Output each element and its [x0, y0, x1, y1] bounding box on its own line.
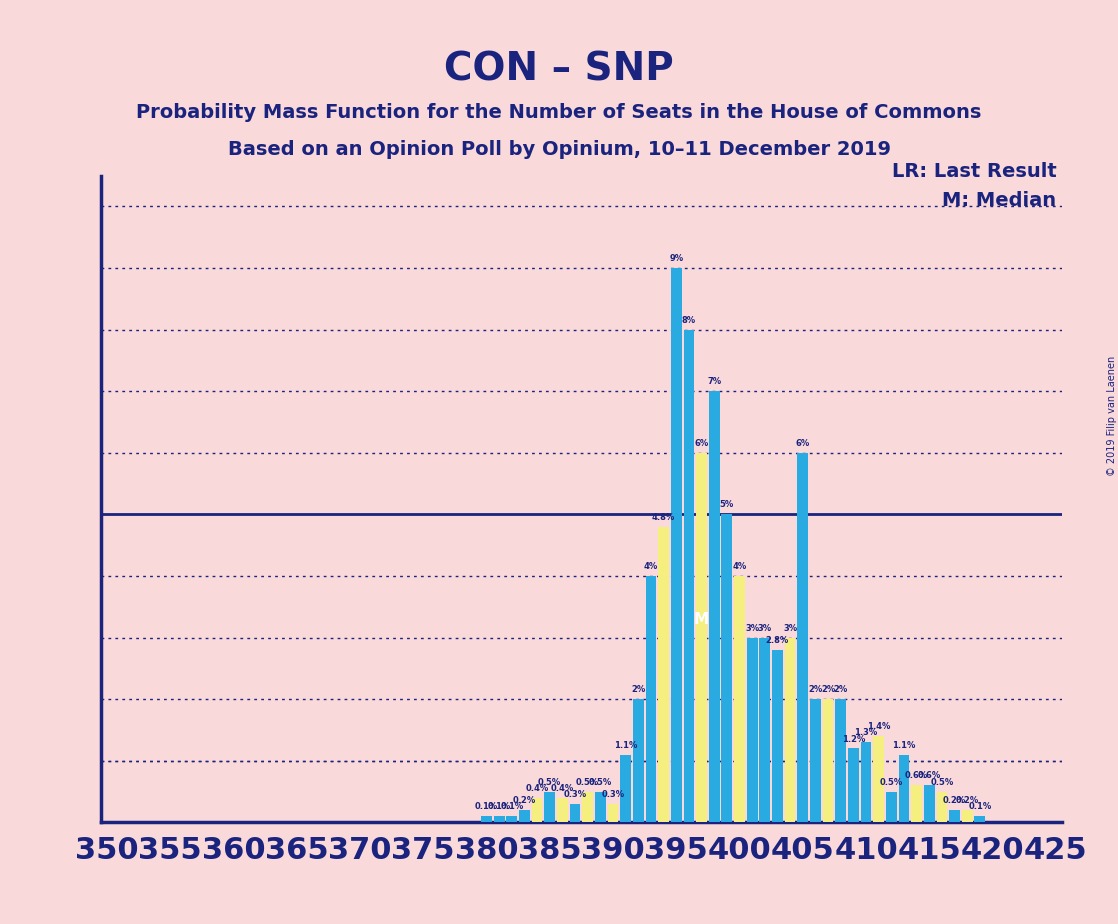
Text: 0.4%: 0.4% [525, 784, 549, 793]
Bar [595, 792, 606, 822]
Bar [747, 638, 758, 822]
Bar [544, 792, 556, 822]
Text: LR: Last Result: LR: Last Result [892, 162, 1057, 181]
Text: 0.4%: 0.4% [551, 784, 574, 793]
Text: 5%: 5% [720, 501, 735, 509]
Text: 0.3%: 0.3% [563, 790, 587, 799]
Bar [709, 391, 720, 822]
Text: 0.1%: 0.1% [968, 802, 992, 811]
Bar [823, 699, 833, 822]
Text: © 2019 Filip van Laenen: © 2019 Filip van Laenen [1108, 356, 1117, 476]
Bar [885, 792, 897, 822]
Text: 1.1%: 1.1% [892, 741, 916, 749]
Text: 3%: 3% [758, 624, 771, 633]
Bar [949, 810, 960, 822]
Text: 1.1%: 1.1% [614, 741, 637, 749]
Bar [481, 816, 492, 822]
Text: M: M [694, 612, 709, 626]
Bar [582, 792, 593, 822]
Text: 2%: 2% [834, 686, 847, 694]
Text: 7%: 7% [707, 377, 721, 386]
Bar [519, 810, 530, 822]
Text: 0.2%: 0.2% [942, 796, 966, 805]
Text: 6%: 6% [694, 439, 709, 448]
Text: Based on an Opinion Poll by Opinium, 10–11 December 2019: Based on an Opinion Poll by Opinium, 10–… [227, 140, 891, 160]
Bar [721, 515, 732, 822]
Bar [873, 736, 884, 822]
Bar [759, 638, 770, 822]
Bar [975, 816, 985, 822]
Text: 0.5%: 0.5% [538, 778, 561, 786]
Text: 0.6%: 0.6% [904, 772, 928, 781]
Bar [735, 576, 745, 822]
Text: 6%: 6% [796, 439, 809, 448]
Bar [937, 792, 947, 822]
Bar [835, 699, 846, 822]
Bar [923, 785, 935, 822]
Text: 8%: 8% [682, 316, 697, 324]
Text: 1.3%: 1.3% [854, 728, 878, 737]
Text: 0.5%: 0.5% [576, 778, 599, 786]
Text: 0.2%: 0.2% [513, 796, 536, 805]
Text: 0.5%: 0.5% [930, 778, 954, 786]
Bar [899, 755, 909, 822]
Bar [961, 810, 973, 822]
Text: 2%: 2% [821, 686, 835, 694]
Text: 4%: 4% [732, 562, 747, 571]
Bar [570, 804, 580, 822]
Text: 4%: 4% [644, 562, 659, 571]
Bar [532, 797, 542, 822]
Text: 9%: 9% [670, 254, 683, 263]
Text: 2.8%: 2.8% [766, 636, 789, 645]
Bar [506, 816, 518, 822]
Bar [683, 330, 694, 822]
Text: 0.5%: 0.5% [589, 778, 612, 786]
Text: Probability Mass Function for the Number of Seats in the House of Commons: Probability Mass Function for the Number… [136, 103, 982, 123]
Text: CON – SNP: CON – SNP [444, 51, 674, 89]
Text: 2%: 2% [808, 686, 823, 694]
Bar [861, 742, 871, 822]
Bar [494, 816, 504, 822]
Text: 1.4%: 1.4% [866, 723, 890, 731]
Bar [797, 453, 808, 822]
Bar [697, 453, 707, 822]
Bar [645, 576, 656, 822]
Bar [620, 755, 631, 822]
Bar [557, 797, 568, 822]
Text: 0.3%: 0.3% [601, 790, 625, 799]
Text: M: Median: M: Median [942, 191, 1057, 211]
Text: 0.1%: 0.1% [500, 802, 523, 811]
Text: 0.1%: 0.1% [487, 802, 511, 811]
Bar [911, 785, 922, 822]
Bar [811, 699, 821, 822]
Text: 3%: 3% [745, 624, 759, 633]
Text: 2%: 2% [632, 686, 645, 694]
Text: 1.2%: 1.2% [842, 735, 865, 744]
Text: 0.5%: 0.5% [880, 778, 903, 786]
Text: 0.1%: 0.1% [475, 802, 499, 811]
Text: 3%: 3% [783, 624, 797, 633]
Text: 0.2%: 0.2% [956, 796, 979, 805]
Text: 4.8%: 4.8% [652, 513, 675, 522]
Bar [847, 748, 859, 822]
Bar [671, 268, 682, 822]
Bar [633, 699, 644, 822]
Bar [773, 650, 783, 822]
Bar [659, 527, 669, 822]
Text: 0.6%: 0.6% [918, 772, 941, 781]
Bar [785, 638, 796, 822]
Bar [607, 804, 618, 822]
